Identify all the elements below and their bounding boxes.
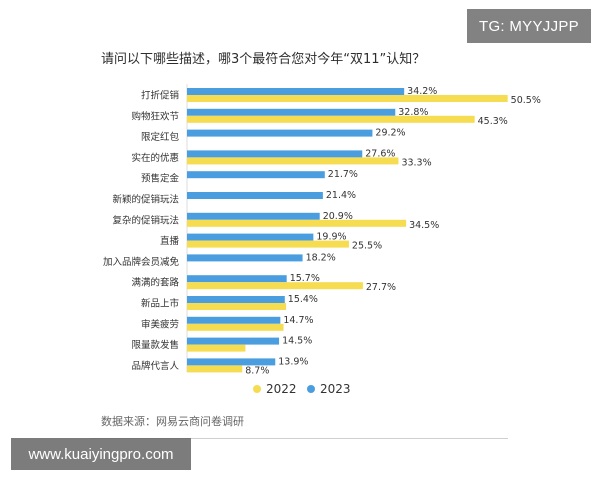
category-label: 复杂的促销玩法 bbox=[112, 214, 179, 226]
value-label-2023: 13.9% bbox=[278, 356, 308, 367]
bar-2023-row-4 bbox=[187, 171, 325, 179]
bar-2023-row-5 bbox=[187, 192, 323, 199]
value-label-2023: 18.2% bbox=[306, 252, 336, 263]
watermark-bottom: www.kuaiyingpro.com bbox=[11, 438, 191, 470]
category-label: 品牌代言人 bbox=[131, 360, 179, 372]
value-label-2022: 27.7% bbox=[366, 282, 396, 293]
value-label-2023: 27.6% bbox=[365, 148, 395, 159]
bar-2023-row-12 bbox=[187, 337, 280, 345]
value-label-2023: 21.7% bbox=[328, 169, 358, 180]
bar-2022-row-12 bbox=[187, 344, 246, 352]
category-label: 直播 bbox=[160, 235, 180, 247]
category-label: 新品上市 bbox=[141, 298, 180, 310]
value-label-2022: 25.5% bbox=[352, 241, 382, 252]
bar-2022-row-13 bbox=[187, 365, 243, 373]
data-source: 数据来源：网易云商问卷调研 bbox=[101, 415, 244, 428]
bars-layer: 打折促销 34.2% 50.5% 购物狂欢节 32.8% 45.3% 限定红包 29.2% 实在… bbox=[103, 86, 541, 376]
bar-2022-row-10 bbox=[187, 303, 287, 310]
bar-2023-row-9 bbox=[187, 275, 287, 283]
legend: 2022 2023 bbox=[253, 382, 351, 396]
value-label-2022: 33.3% bbox=[401, 157, 431, 168]
bar-2022-row-7 bbox=[187, 240, 349, 248]
bar-2022-row-11 bbox=[187, 323, 284, 331]
legend-marker-2022 bbox=[253, 385, 261, 393]
bar-2022-row-3 bbox=[187, 157, 399, 165]
value-label-2023: 29.2% bbox=[375, 128, 405, 139]
value-label-2022: 45.3% bbox=[478, 116, 508, 127]
value-label-2023: 15.7% bbox=[290, 273, 320, 284]
divider bbox=[90, 438, 508, 439]
bar-2023-row-1 bbox=[187, 108, 396, 116]
bar-2023-row-7 bbox=[187, 233, 314, 241]
value-label-2023: 32.8% bbox=[398, 107, 428, 118]
bar-2022-row-1 bbox=[187, 115, 475, 123]
category-label: 限量款发售 bbox=[131, 339, 179, 351]
bar-2023-row-3 bbox=[187, 150, 363, 158]
chart-title: 请问以下哪些描述，哪3个最符合您对今年“双11”认知？ bbox=[101, 52, 426, 67]
category-label: 打折促销 bbox=[141, 90, 180, 102]
bar-2023-row-8 bbox=[187, 254, 303, 262]
legend-label-2023: 2023 bbox=[320, 382, 351, 396]
value-label-2023: 21.4% bbox=[326, 190, 356, 201]
bar-2022-row-9 bbox=[187, 282, 363, 290]
value-label-2023: 34.2% bbox=[407, 86, 437, 97]
value-label-2023: 14.7% bbox=[283, 315, 313, 326]
bar-2023-row-0 bbox=[187, 88, 405, 95]
category-label: 审美疲劳 bbox=[141, 318, 179, 330]
category-label: 实在的优惠 bbox=[131, 152, 179, 164]
value-label-2022: 50.5% bbox=[511, 95, 541, 106]
legend-label-2022: 2022 bbox=[266, 382, 297, 396]
bar-2023-row-2 bbox=[187, 129, 373, 137]
value-label-2022: 8.7% bbox=[245, 365, 269, 376]
bar-2023-row-11 bbox=[187, 316, 281, 324]
value-label-2023: 14.5% bbox=[282, 336, 312, 347]
category-label: 限定红包 bbox=[141, 131, 180, 143]
category-label: 购物狂欢节 bbox=[131, 110, 179, 122]
category-label: 预售定金 bbox=[141, 173, 180, 185]
bar-2023-row-10 bbox=[187, 296, 285, 303]
value-label-2023: 20.9% bbox=[323, 211, 353, 222]
legend-marker-2023 bbox=[307, 385, 315, 393]
bar-2022-row-6 bbox=[187, 219, 407, 227]
value-label-2023: 15.4% bbox=[288, 294, 318, 305]
category-label: 加入品牌会员减免 bbox=[103, 256, 180, 268]
bar-2023-row-13 bbox=[187, 358, 276, 366]
bar-2023-row-6 bbox=[187, 212, 320, 220]
value-label-2023: 19.9% bbox=[316, 232, 346, 243]
category-label: 满满的套路 bbox=[131, 277, 179, 289]
bar-2022-row-0 bbox=[187, 95, 508, 102]
category-label: 新颖的促销玩法 bbox=[112, 194, 179, 206]
value-label-2022: 34.5% bbox=[409, 220, 439, 231]
watermark-top: TG: MYYJJPP bbox=[467, 9, 591, 43]
